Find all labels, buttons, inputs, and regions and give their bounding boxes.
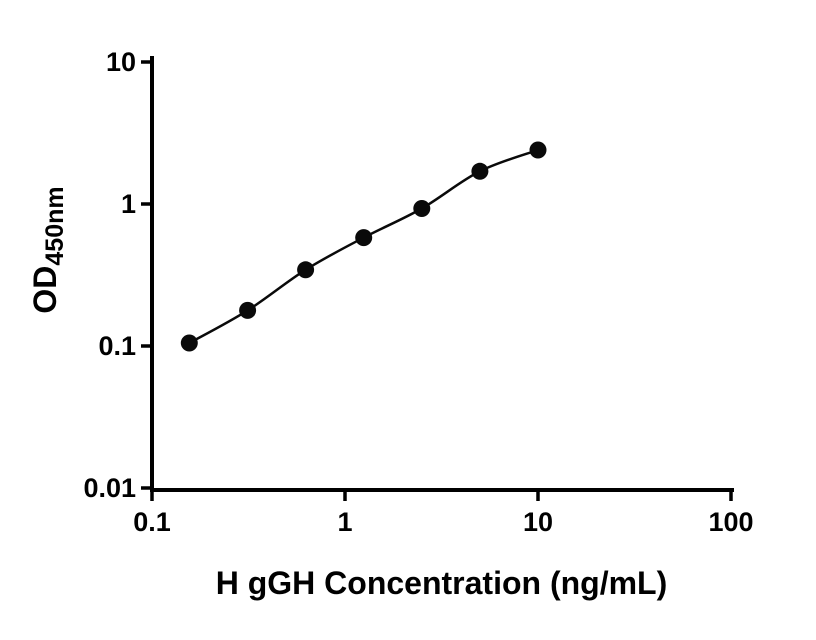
x-tick-label: 10: [523, 507, 553, 537]
y-tick-label: 0.01: [83, 473, 136, 503]
tick-marks: [141, 60, 733, 501]
data-point: [529, 141, 547, 159]
y-tick-label: 1: [121, 189, 136, 219]
tick-labels: 0.1 1 10 100 0.01 0.1 1 10: [83, 47, 753, 537]
data-point: [180, 334, 198, 352]
x-axis-title: H gGH Concentration (ng/mL): [216, 565, 668, 601]
data-series: [180, 141, 547, 352]
y-axis-title: OD450nm: [27, 186, 69, 313]
data-point: [471, 162, 489, 180]
data-point: [413, 200, 431, 217]
y-axis-title-main: OD: [27, 266, 63, 314]
y-tick-label: 10: [106, 47, 136, 77]
y-axis-title-subscript: 450nm: [41, 186, 69, 265]
y-tick-label: 0.1: [98, 331, 136, 361]
data-point: [239, 301, 257, 319]
data-point: [297, 261, 315, 279]
axes: [150, 56, 734, 492]
data-point: [355, 229, 373, 247]
x-tick-label: 1: [337, 507, 352, 537]
x-tick-label: 0.1: [133, 507, 171, 537]
x-tick-label: 100: [708, 507, 753, 537]
